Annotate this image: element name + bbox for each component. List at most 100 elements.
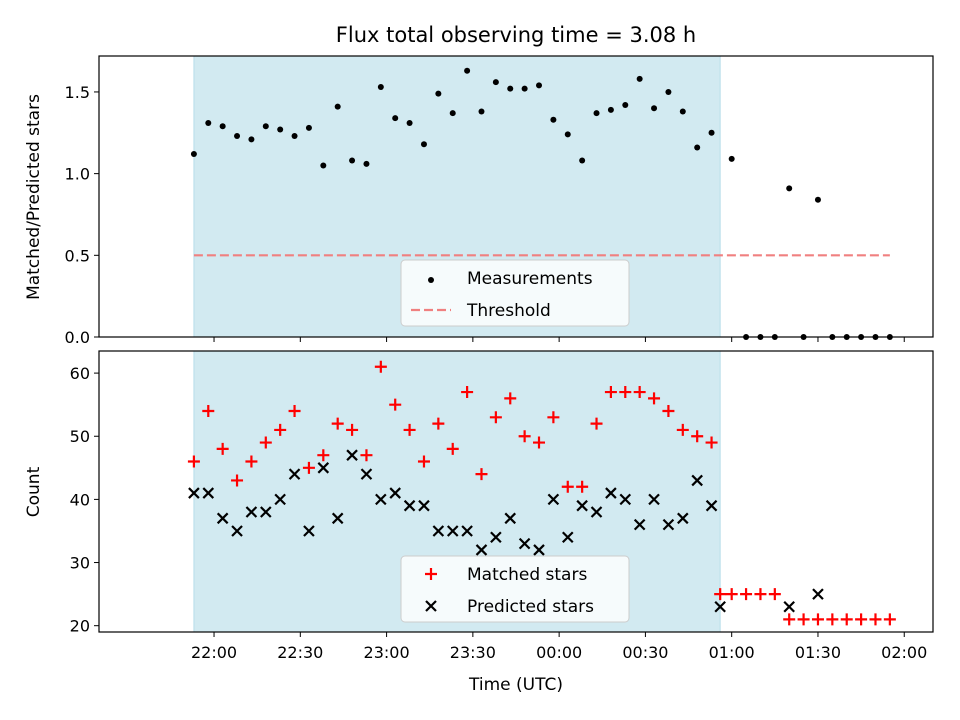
matched-stars-point [705,436,718,449]
y-tick-label: 0.5 [65,246,90,265]
predicted-stars-point [274,493,286,506]
matched-stars-point [231,474,244,487]
matched-stars-point [691,430,704,443]
x-tick-label: 01:30 [795,643,841,662]
matched-stars-point [714,588,727,601]
legend-box [400,259,630,327]
matched-stars-point [826,613,839,626]
matched-stars-point [446,442,459,455]
predicted-stars-point [216,512,229,525]
matched-stars-point [360,449,373,462]
measurement-point [728,155,735,162]
matched-stars-point [317,449,330,462]
matched-stars-point [797,613,810,626]
predicted-stars-point [245,506,258,518]
measurement-point [363,160,370,167]
predicted-stars-point [418,499,430,512]
legend-label: Matched stars [467,565,587,585]
measurement-point [651,105,658,112]
predicted-stars-point [403,499,416,512]
matched-stars-point [576,480,589,493]
matched-stars-point [432,417,445,430]
predicted-stars-point [346,449,358,461]
measurement-point [636,75,643,82]
predicted-stars-point [605,487,617,499]
x-tick-label: 22:30 [277,643,323,662]
x-tick-label: 02:00 [881,643,927,662]
legend-label: Threshold [466,301,551,321]
predicted-stars-point [648,493,660,506]
measurement-point [550,116,557,123]
x-tick-label: 00:30 [622,643,668,662]
measurement-point [579,157,586,164]
predicted-stars-point [490,531,502,544]
legend: Measurements Threshold [400,259,630,327]
matched-stars-point [883,613,896,626]
predicted-stars-point [633,518,646,531]
matched-stars-point [811,613,824,626]
measurement-point [219,123,226,130]
matched-stars-point [187,455,200,468]
matched-stars-point [331,417,344,430]
matched-stars-point [533,436,546,449]
top-y-axis-label: Matched/Predicted stars [24,94,44,300]
matched-stars-point [740,588,753,601]
measurement-point [564,131,571,138]
measurement-point [622,102,629,109]
measurement-point [679,108,686,115]
matched-stars-point [389,398,402,411]
measurement-point [420,141,427,148]
measurement-point [190,151,197,158]
matched-stars-point [561,480,574,493]
y-tick-label: 50 [70,427,90,446]
bottom-panel: 20 30 40 50 60 22:00 22:30 23:00 23:30 00:00 00:30… [70,350,934,662]
predicted-stars-point [331,512,344,525]
matched-stars-point [346,423,359,436]
matched-stars-point [662,404,675,417]
predicted-stars-point [288,468,301,480]
matched-stars-point [855,613,868,626]
matched-stars-point [725,588,738,601]
top-panel: 0.0 0.5 1.0 1.5 Measurements Threshold [65,55,934,347]
predicted-stars-point [619,493,632,506]
measurement-point [449,110,456,117]
x-tick-label: 01:00 [709,643,755,662]
predicted-stars-point [432,525,445,537]
matched-stars-point [417,455,430,468]
matched-stars-point [754,588,767,601]
predicted-stars-point [576,499,588,512]
y-tick-label: 30 [70,554,90,573]
legend-label: Predicted stars [467,597,594,617]
predicted-stars-point [691,474,703,487]
matched-stars-point [648,392,661,405]
y-tick-label: 1.5 [65,83,90,102]
plot-frame [98,350,934,633]
matched-stars-point [274,423,287,436]
matched-stars-point [504,392,517,405]
matched-stars-point [783,613,796,626]
predicted-stars-point [375,493,387,506]
predicted-stars-point [317,462,330,474]
matched-stars-point [403,423,416,436]
predicted-stars-point [561,531,574,544]
predicted-stars-point [677,512,689,525]
y-tick-label: 60 [70,364,90,383]
bottom-y-axis-label: Count [24,466,44,517]
legend-box [400,555,630,623]
measurement-point [406,119,413,126]
predicted-stars-point [504,512,517,525]
measurement-point [708,129,715,136]
predicted-stars-point [662,518,675,531]
legend-marker-predicted [425,600,437,612]
predicted-stars-point [231,525,243,537]
legend-label: Measurements [467,269,593,289]
measurement-point [665,88,672,95]
measurement-point [593,110,600,117]
measurement-point [478,108,485,115]
predicted-stars-point [461,525,473,537]
matched-stars-point [216,442,229,455]
matched-stars-point [302,461,315,474]
measurement-point [291,133,298,140]
predicted-stars-point [518,537,531,550]
plot-frame [98,55,934,338]
